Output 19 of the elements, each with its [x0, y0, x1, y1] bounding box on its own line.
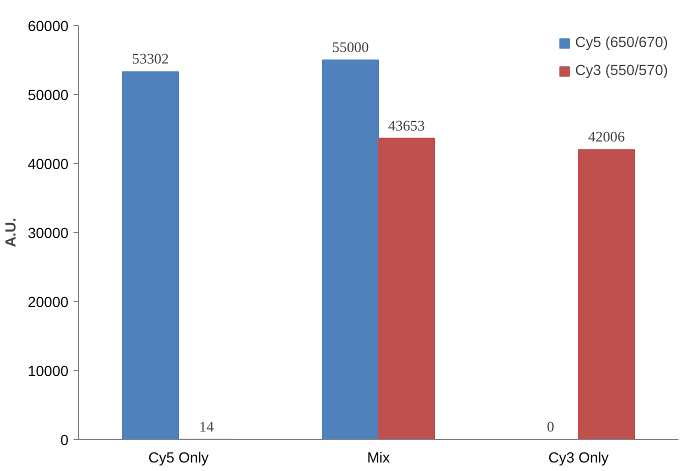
y-tick-label: 20000	[28, 295, 69, 311]
data-label: 14	[199, 419, 214, 436]
x-tick-label: Cy3 Only	[548, 450, 610, 466]
y-tick-label: 30000	[28, 226, 69, 242]
data-label: 53302	[132, 52, 169, 68]
y-axis-title: A.U.	[4, 218, 20, 248]
y-tick-label: 60000	[28, 19, 69, 35]
y-tick-label: 40000	[28, 157, 69, 173]
y-tick-label: 10000	[28, 364, 69, 380]
data-label: 42006	[588, 130, 625, 146]
x-tick-label: Mix	[367, 450, 391, 466]
y-tick-label: 0	[60, 433, 69, 449]
data-label: 43653	[388, 118, 425, 134]
legend-label: Cy5 (650/670)	[575, 35, 668, 51]
y-tick-label: 50000	[28, 88, 69, 104]
data-label: 0	[546, 420, 554, 436]
x-tick-label: Cy5 Only	[148, 450, 210, 466]
legend-label: Cy3 (550/570)	[575, 63, 668, 79]
data-label: 55000	[332, 40, 369, 56]
